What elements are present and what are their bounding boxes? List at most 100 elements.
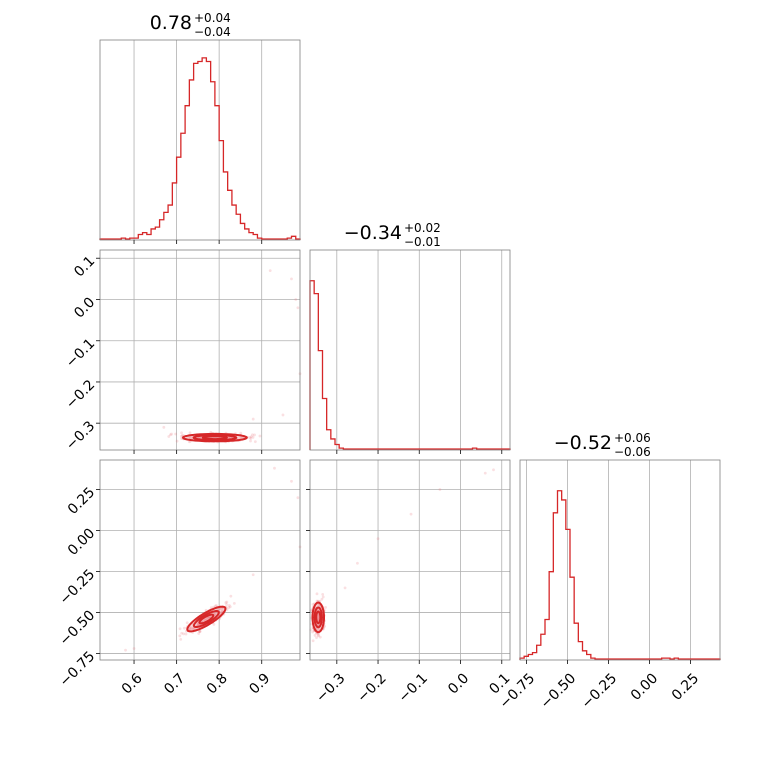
x-tick-label: 0.25 [669,670,702,703]
sample-point [182,632,186,636]
sample-point [316,615,320,619]
outlier-point [438,488,442,491]
sample-point [208,615,212,619]
scatter-panel-p2-vs-p0 [99,459,301,661]
sample-point [228,605,232,609]
sample-point [229,594,233,598]
outlier-point [296,306,300,310]
outlier-point [124,648,127,652]
sample-point [313,633,317,637]
sample-point [315,592,319,596]
grid-lines [133,40,263,240]
sample-point [227,436,231,440]
grid-lines [336,250,503,450]
sample-point [215,604,218,607]
sample-point [249,439,252,443]
title-value: −0.34 [344,222,402,244]
sample-point [203,618,207,622]
title-error-minus: −0.04 [194,25,231,39]
outlier-point [290,277,293,281]
sample-point [311,602,315,606]
title-error-minus: −0.01 [404,235,441,249]
histogram-param-3 [519,490,721,660]
sample-point [205,617,209,621]
sample-point [191,626,195,630]
title-error-plus: +0.02 [404,221,441,235]
outlier-points [343,468,495,590]
sample-point [175,439,179,443]
y-tick-label: −0.3 [63,418,98,453]
sample-point [184,632,188,636]
sample-point [225,603,228,607]
sample-point [219,611,223,615]
histogram-panel-3 [519,459,721,661]
histogram-param-2 [309,280,511,450]
sample-point [239,436,242,439]
sample-point [203,618,207,622]
sample-point [239,431,243,435]
title-error-plus: +0.04 [194,11,231,25]
y-tick-label: 0.0 [71,294,98,321]
sample-point [315,636,318,640]
panel-title: −0.34 +0.02−0.01 [344,221,441,249]
x-tick-label: 0.6 [119,670,146,697]
sample-point [213,612,217,616]
contour-level-1 [311,601,325,634]
outlier-point [343,586,347,590]
x-tick-label: −0.50 [538,670,580,712]
sample-point [227,603,231,607]
sample-point [316,604,320,608]
sample-point [179,434,183,438]
x-tick-label: 0.8 [204,670,231,697]
histogram-panel-1 [99,39,301,241]
sample-point [198,630,202,633]
sample-point [318,635,322,639]
panel-title: −0.52 +0.06−0.06 [554,431,651,459]
outlier-point [356,561,359,565]
sample-point [249,437,253,440]
sample-point [188,627,191,631]
grid-lines [100,460,300,660]
sample-point [169,433,172,437]
sample-point [316,616,320,620]
y-tick-label: 0.1 [71,253,98,280]
grid-lines [526,460,691,660]
sample-point [213,612,217,616]
contour-level-3 [315,610,322,625]
outlier-point [294,298,298,301]
sample-point [198,630,202,633]
x-tick-label: −0.25 [579,670,621,712]
sample-point [321,595,325,599]
sample-point [316,623,320,627]
sample-point [253,433,256,437]
contour-level-1 [181,432,248,443]
sample-point [207,615,211,619]
sample-point [316,616,320,620]
x-tick-label: −0.3 [313,670,348,705]
y-tick-label: −0.1 [63,336,98,371]
outlier-point [268,269,272,273]
x-tick-label: −0.2 [354,670,389,705]
sample-point [220,609,224,613]
sample-point [190,627,194,631]
contour-level-3 [202,435,229,441]
sample-point [232,601,236,605]
outlier-point [273,466,276,470]
outlier-point [492,468,495,472]
y-tick-label: 0.00 [65,525,98,558]
x-tick-label: 0.9 [246,670,273,697]
outlier-point [281,413,285,417]
outlier-point [296,496,300,500]
sample-point [224,601,228,605]
panel-title: 0.78 +0.04−0.04 [150,11,231,39]
sample-point [180,431,183,435]
sample-point [179,637,183,641]
grid-lines [100,250,300,450]
y-tick-label: −0.50 [57,607,99,649]
sample-point [311,630,314,634]
sample-point [317,633,320,637]
sample-point [324,605,328,609]
y-tick-label: −0.25 [57,566,99,608]
sample-point [185,621,189,625]
contour-level-2 [313,606,324,629]
